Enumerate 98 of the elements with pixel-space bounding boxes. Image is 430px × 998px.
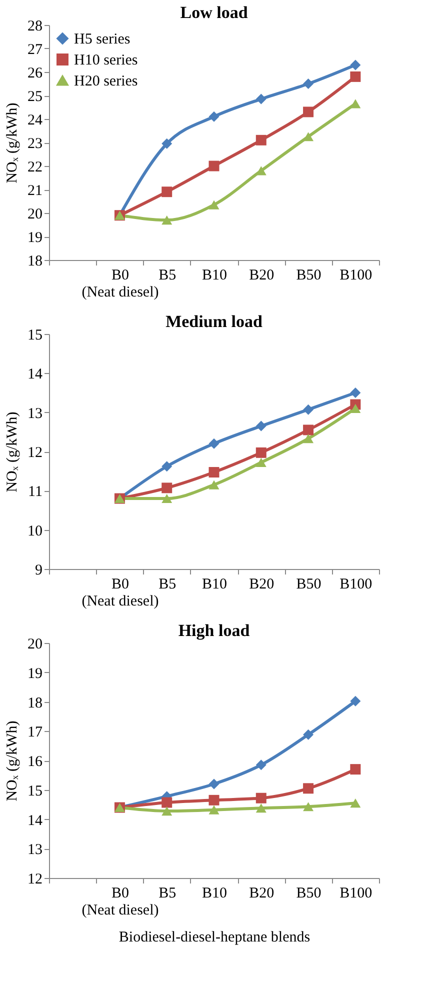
x-axis-title: Biodiesel-diesel-heptane blends xyxy=(118,930,310,946)
point xyxy=(208,438,220,449)
x-tick-label: B100 xyxy=(340,576,372,592)
x-tick-label: B5 xyxy=(158,576,176,592)
point xyxy=(350,696,361,706)
legend-label: H5 series xyxy=(74,32,130,48)
y-tick-label: 19 xyxy=(28,666,42,682)
point xyxy=(303,132,314,142)
y-tick-label: 24 xyxy=(28,112,43,128)
x-tick-label: B0 (Neat diesel) xyxy=(82,576,159,610)
point xyxy=(208,200,220,210)
x-tick-label: B20 xyxy=(249,886,274,902)
y-tick-label: 12 xyxy=(28,445,42,461)
y-axis-title: NOₓ (g/kWh) xyxy=(4,102,20,184)
y-tick-label: 27 xyxy=(28,42,43,58)
y-axis-title: NOₓ (g/kWh) xyxy=(4,412,20,492)
point xyxy=(303,434,314,444)
point xyxy=(350,388,361,398)
y-tick-label: 11 xyxy=(28,484,42,500)
y-tick-label: 13 xyxy=(28,406,42,422)
point xyxy=(162,216,172,225)
point xyxy=(303,404,314,415)
point xyxy=(303,78,314,89)
chart-title: High load xyxy=(178,621,250,640)
y-tick-label: 18 xyxy=(28,695,42,712)
point xyxy=(256,792,266,804)
point xyxy=(208,794,220,806)
point xyxy=(162,806,172,816)
y-tick-label: 23 xyxy=(28,136,42,152)
y-tick-label: 10 xyxy=(28,523,42,540)
y-tick-label: 13 xyxy=(28,842,42,858)
point xyxy=(208,480,220,490)
x-tick-label: B5 xyxy=(158,886,176,902)
y-tick-label: 14 xyxy=(28,366,43,383)
y-tick-label: 14 xyxy=(28,812,43,829)
point xyxy=(208,778,220,790)
y-tick-label: 21 xyxy=(28,183,42,199)
y-tick-label: 17 xyxy=(28,724,43,741)
point xyxy=(162,461,172,472)
y-tick-label: 26 xyxy=(28,66,43,82)
point xyxy=(162,186,172,198)
point xyxy=(256,760,266,770)
y-tick-label: 20 xyxy=(28,206,42,222)
point xyxy=(162,138,172,149)
point xyxy=(303,729,314,740)
y-tick-label: 18 xyxy=(28,254,42,270)
x-tick-label: B20 xyxy=(249,268,274,284)
point xyxy=(303,424,314,436)
y-tick-label: 9 xyxy=(35,562,42,578)
point xyxy=(162,482,172,494)
y-tick-label: 12 xyxy=(28,872,42,888)
point xyxy=(162,797,172,808)
y-tick-label: 15 xyxy=(28,328,42,344)
y-axis-title: NOₓ (g/kWh) xyxy=(4,720,20,802)
point xyxy=(256,94,266,104)
x-tick-label: B10 xyxy=(202,576,228,592)
y-tick-label: 16 xyxy=(28,754,43,770)
point xyxy=(303,802,314,812)
x-tick-label: B20 xyxy=(249,576,274,592)
x-tick-label: B10 xyxy=(202,268,228,284)
y-tick-label: 20 xyxy=(28,636,42,652)
x-tick-label: B100 xyxy=(340,268,372,284)
point xyxy=(350,60,361,70)
point xyxy=(208,160,220,172)
y-tick-label: 15 xyxy=(28,783,42,800)
point xyxy=(350,404,361,413)
point xyxy=(256,134,266,146)
point xyxy=(256,420,266,432)
legend-label: H10 series xyxy=(74,52,138,68)
point xyxy=(256,166,266,176)
point xyxy=(350,798,361,808)
x-tick-label: B0 (Neat diesel) xyxy=(82,886,159,918)
point xyxy=(303,783,314,794)
point xyxy=(208,111,220,122)
y-tick-label: 25 xyxy=(28,89,42,105)
point xyxy=(303,106,314,118)
point xyxy=(350,99,361,108)
point xyxy=(256,458,266,468)
point xyxy=(350,764,361,775)
point xyxy=(350,71,361,82)
x-tick-label: B50 xyxy=(296,886,322,902)
point xyxy=(208,467,220,478)
x-tick-label: B10 xyxy=(202,886,228,902)
x-tick-label: B100 xyxy=(340,886,372,902)
y-tick-label: 22 xyxy=(28,160,42,176)
legend-label: H20 series xyxy=(74,74,138,90)
y-tick-label: 19 xyxy=(28,230,42,246)
x-tick-label: B0 (Neat diesel) xyxy=(82,268,159,300)
point xyxy=(256,804,266,813)
x-tick-label: B5 xyxy=(158,268,176,284)
point xyxy=(162,494,172,504)
x-tick-label: B50 xyxy=(296,268,322,284)
chart-title: Medium load xyxy=(166,312,263,331)
point xyxy=(208,805,220,814)
point xyxy=(256,447,266,458)
x-tick-label: B50 xyxy=(296,576,322,592)
chart-title: Low load xyxy=(180,3,248,22)
y-tick-label: 28 xyxy=(28,18,42,34)
